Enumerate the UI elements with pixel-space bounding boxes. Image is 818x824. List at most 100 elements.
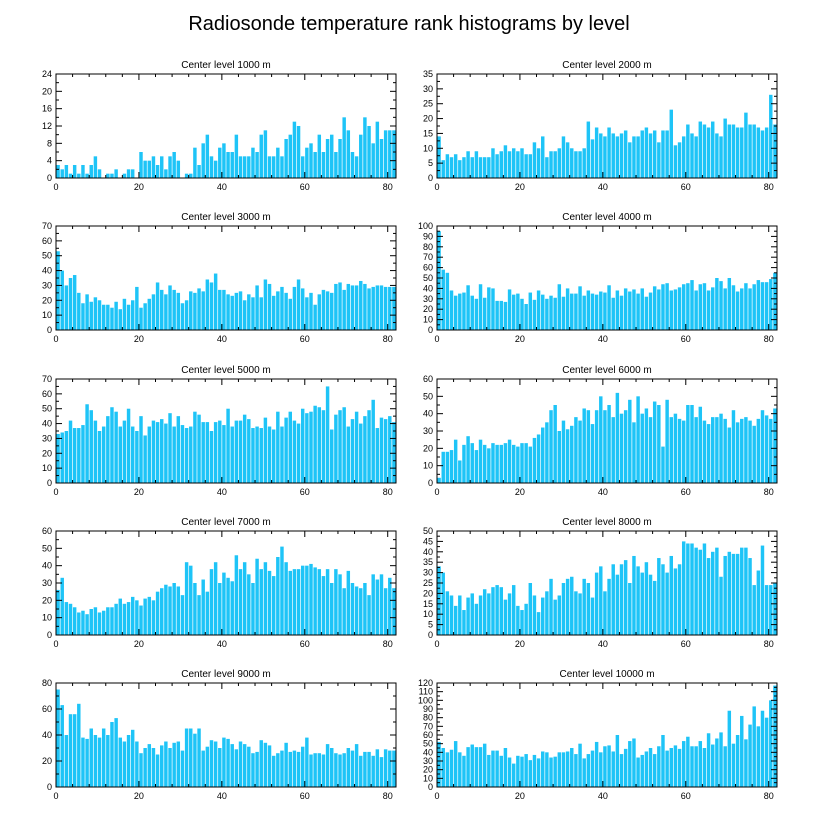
- bar: [155, 282, 160, 330]
- y-tick-label: 12: [42, 121, 52, 131]
- bar: [160, 588, 164, 635]
- bar: [143, 598, 147, 635]
- bar: [151, 420, 156, 483]
- bar: [189, 728, 193, 787]
- bar: [155, 591, 160, 635]
- bar: [437, 566, 441, 635]
- bar: [715, 417, 719, 483]
- bar: [151, 748, 156, 787]
- y-tick-label: 60: [423, 263, 433, 273]
- bar: [375, 285, 380, 330]
- bar: [449, 290, 454, 330]
- panel-title: Center level 1000 m: [181, 60, 271, 71]
- bar: [292, 750, 297, 787]
- bar: [619, 564, 624, 635]
- x-tick-label: 60: [300, 334, 310, 344]
- bar: [97, 431, 102, 483]
- bar: [652, 580, 657, 635]
- bar: [744, 112, 748, 178]
- bar: [197, 288, 201, 330]
- bar: [752, 706, 756, 787]
- panel-5: Center level 5000 m 0 20 40 60 80 0 10 20 30 40 50 6…: [42, 365, 397, 497]
- bar: [388, 416, 392, 483]
- bar: [346, 426, 351, 483]
- y-tick-label: 80: [423, 242, 433, 252]
- bar: [735, 735, 740, 787]
- bar: [690, 133, 694, 178]
- bar: [482, 444, 487, 483]
- x-tick-label: 40: [217, 791, 227, 801]
- bar: [665, 399, 669, 483]
- bar: [193, 292, 197, 330]
- bar: [305, 147, 309, 178]
- bar: [719, 281, 723, 330]
- y-tick-label: 10: [423, 461, 433, 471]
- y-tick-label: 60: [42, 389, 52, 399]
- bar: [611, 564, 615, 635]
- x-tick-label: 40: [217, 487, 227, 497]
- bar: [773, 272, 777, 330]
- bar: [445, 154, 450, 178]
- bar: [238, 156, 243, 178]
- bar: [491, 443, 495, 483]
- y-tick-label: 40: [423, 547, 433, 557]
- bar: [462, 157, 466, 178]
- bar: [247, 574, 251, 635]
- bar: [259, 297, 263, 330]
- bar: [267, 426, 272, 483]
- bar: [72, 607, 77, 635]
- panel-7: Center level 7000 m 0 20 40 60 80 0 10 20 30 40 50 6…: [42, 517, 397, 649]
- bar: [375, 121, 380, 178]
- bar: [727, 710, 732, 787]
- bar: [578, 420, 582, 483]
- bar: [640, 413, 644, 483]
- bar: [97, 737, 102, 787]
- bar: [532, 299, 537, 330]
- x-tick-label: 0: [53, 334, 58, 344]
- bar: [599, 396, 603, 483]
- bar: [764, 282, 769, 330]
- y-tick-label: 20: [42, 595, 52, 605]
- bar: [379, 285, 384, 330]
- y-tick-label: 8: [47, 138, 52, 148]
- bar: [89, 301, 93, 330]
- bar: [748, 420, 752, 483]
- bar: [392, 422, 396, 483]
- bar: [503, 443, 508, 483]
- bar: [313, 753, 317, 787]
- bar: [553, 151, 557, 178]
- bar: [338, 410, 342, 483]
- bar: [503, 748, 508, 787]
- bar: [93, 297, 98, 330]
- y-tick-label: 15: [423, 599, 433, 609]
- bar: [64, 602, 69, 635]
- bar: [135, 431, 139, 483]
- bar: [139, 416, 143, 483]
- bar: [201, 422, 205, 483]
- bar: [698, 549, 703, 635]
- bar: [72, 714, 77, 787]
- bar: [764, 415, 769, 483]
- bar: [657, 558, 661, 635]
- bar: [607, 285, 611, 330]
- bar: [292, 569, 297, 635]
- bar: [317, 569, 322, 635]
- bar: [453, 154, 458, 178]
- bar: [139, 152, 143, 178]
- bar: [536, 612, 541, 635]
- bar: [263, 742, 268, 787]
- bar: [350, 419, 355, 483]
- y-tick-label: 0: [47, 325, 52, 335]
- bar: [230, 744, 234, 787]
- bar: [603, 292, 607, 330]
- bar: [636, 136, 640, 178]
- bar: [197, 414, 201, 483]
- bar: [628, 291, 632, 330]
- bar: [209, 569, 214, 635]
- y-tick-label: 110: [419, 687, 433, 697]
- bar: [574, 417, 578, 483]
- bar: [590, 597, 595, 635]
- bar: [267, 570, 272, 635]
- y-tick-label: 20: [423, 304, 433, 314]
